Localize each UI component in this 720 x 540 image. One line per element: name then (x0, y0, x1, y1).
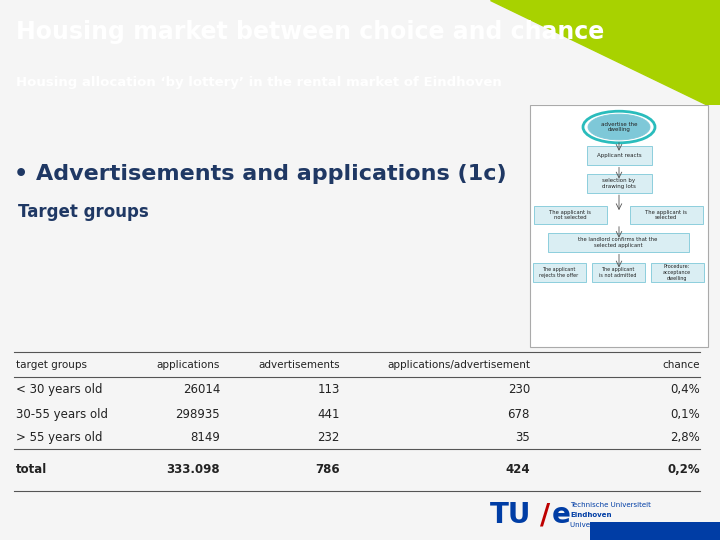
Text: 230: 230 (508, 383, 530, 396)
Text: 113: 113 (318, 383, 340, 396)
Text: University of Technology: University of Technology (570, 522, 656, 528)
FancyBboxPatch shape (534, 206, 606, 224)
Text: Target groups: Target groups (18, 203, 149, 221)
Text: chance: chance (662, 360, 700, 370)
Text: 424: 424 (505, 463, 530, 476)
Text: total: total (16, 463, 48, 476)
Text: e: e (552, 501, 571, 529)
Text: 30-55 years old: 30-55 years old (16, 408, 108, 421)
Text: advertisements: advertisements (258, 360, 340, 370)
Text: 298935: 298935 (176, 408, 220, 421)
Text: Applicant reacts: Applicant reacts (597, 153, 642, 158)
Text: The applicant is
selected: The applicant is selected (645, 210, 687, 220)
Text: applications: applications (157, 360, 220, 370)
FancyBboxPatch shape (590, 522, 720, 540)
FancyBboxPatch shape (629, 206, 703, 224)
Text: Technische Universiteit: Technische Universiteit (570, 502, 651, 509)
Text: 232: 232 (318, 431, 340, 444)
Ellipse shape (588, 114, 650, 140)
Text: 786: 786 (315, 463, 340, 476)
Text: The applicant
rejects the offer: The applicant rejects the offer (539, 267, 579, 278)
Text: target groups: target groups (16, 360, 87, 370)
Text: > 55 years old: > 55 years old (16, 431, 102, 444)
Text: Housing market between choice and chance: Housing market between choice and chance (16, 19, 604, 44)
Text: < 30 years old: < 30 years old (16, 383, 102, 396)
Text: 2,8%: 2,8% (670, 431, 700, 444)
FancyBboxPatch shape (587, 146, 652, 165)
Text: 441: 441 (318, 408, 340, 421)
Text: The applicant is
not selected: The applicant is not selected (549, 210, 591, 220)
Text: 0,1%: 0,1% (670, 408, 700, 421)
Text: selection by
drawing lots: selection by drawing lots (602, 178, 636, 189)
FancyBboxPatch shape (650, 263, 703, 282)
Text: 35: 35 (516, 431, 530, 444)
Text: 0,4%: 0,4% (670, 383, 700, 396)
Text: The applicant
is not admitted: The applicant is not admitted (599, 267, 636, 278)
FancyBboxPatch shape (530, 105, 708, 347)
Polygon shape (490, 0, 720, 111)
Text: Housing allocation ‘by lottery’ in the rental market of Eindhoven: Housing allocation ‘by lottery’ in the r… (16, 76, 502, 89)
Text: 8149: 8149 (190, 431, 220, 444)
Text: 26014: 26014 (183, 383, 220, 396)
Text: 333.098: 333.098 (166, 463, 220, 476)
FancyBboxPatch shape (587, 174, 652, 193)
Text: /: / (540, 501, 550, 529)
Text: 0,2%: 0,2% (667, 463, 700, 476)
Text: Procedure:
acceptance
dwelling: Procedure: acceptance dwelling (663, 264, 691, 281)
FancyBboxPatch shape (592, 263, 644, 282)
FancyBboxPatch shape (547, 233, 688, 252)
Text: • Advertisements and applications (1c): • Advertisements and applications (1c) (14, 165, 507, 185)
Text: Eindhoven: Eindhoven (570, 512, 611, 518)
Text: applications/advertisement: applications/advertisement (387, 360, 530, 370)
FancyBboxPatch shape (533, 263, 585, 282)
Text: advertise the
dwelling: advertise the dwelling (600, 122, 637, 132)
Text: the landlord confirms that the
selected applicant: the landlord confirms that the selected … (578, 237, 657, 248)
Text: 678: 678 (508, 408, 530, 421)
Text: TU: TU (490, 501, 531, 529)
